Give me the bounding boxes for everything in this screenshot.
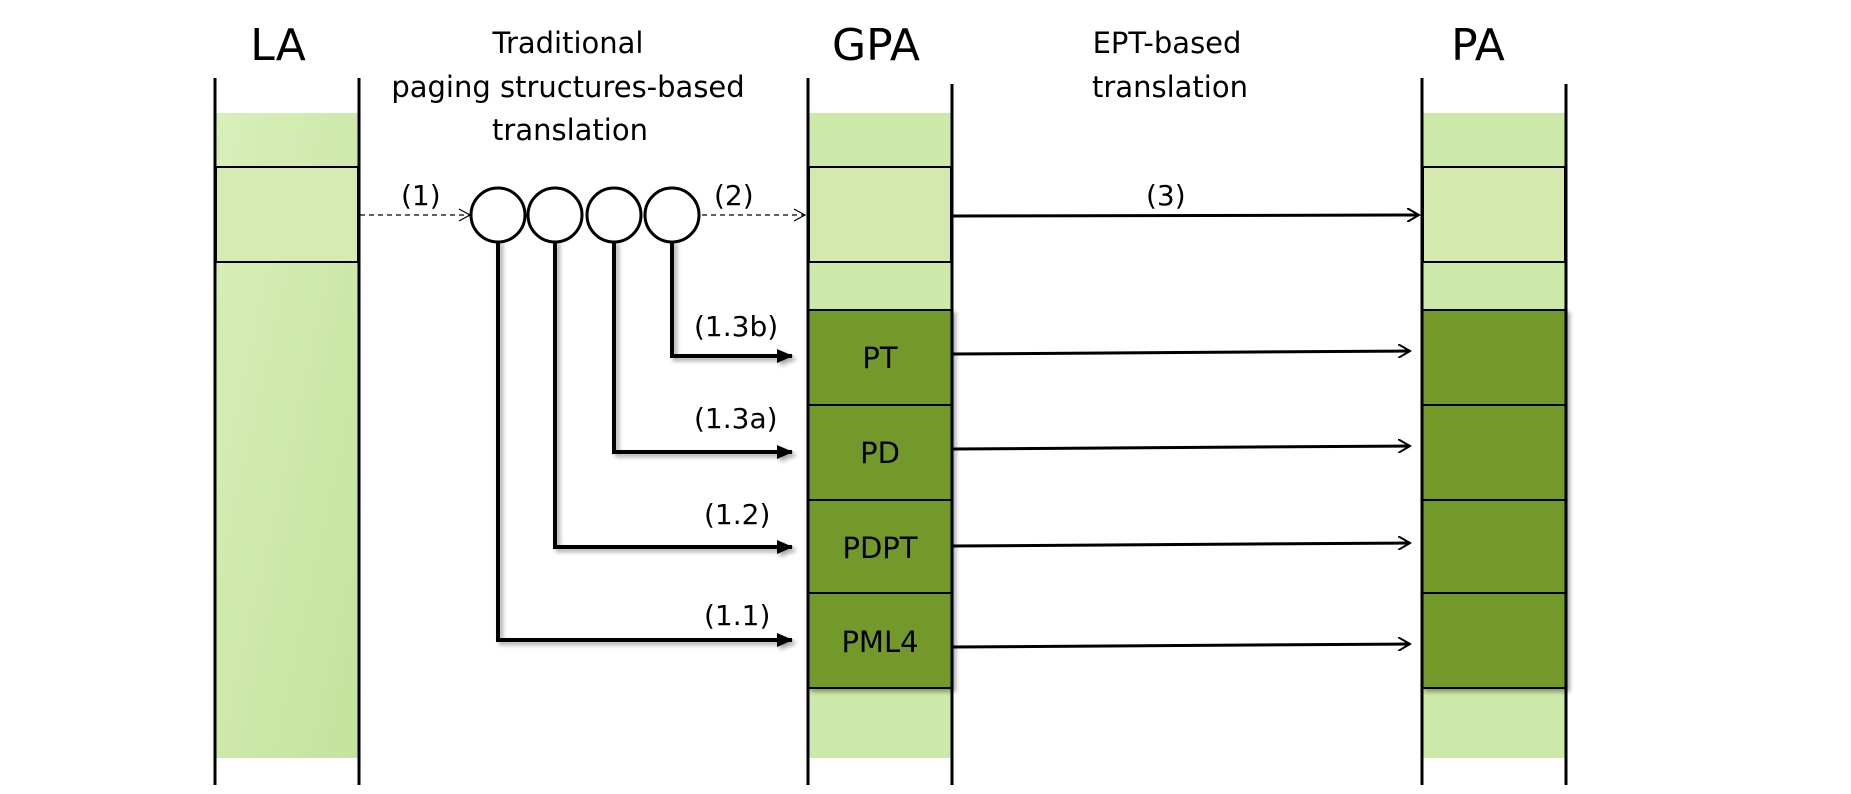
pa-pdpt-block — [1421, 499, 1567, 594]
ept-arrow-3 — [952, 215, 1419, 216]
pa-pml4-block — [1421, 592, 1567, 689]
lookup-circle-2 — [526, 186, 584, 244]
walk-line-pd — [612, 240, 793, 459]
ept-heading-line-1: EPT-based — [1093, 26, 1242, 60]
traditional-heading-line-3: translation — [492, 113, 648, 147]
pd-label: PD — [860, 436, 900, 470]
la-selected-page — [215, 166, 359, 263]
page-walk-connectors — [496, 240, 793, 647]
label-step-1-2: (1.2) — [704, 498, 770, 531]
label-step-1-3a: (1.3a) — [694, 402, 778, 435]
pa-pt-block — [1421, 309, 1567, 406]
ept-arrow-pdpt — [952, 543, 1410, 546]
walk-line-pdpt — [553, 240, 793, 554]
pa-selected-page — [1422, 166, 1566, 263]
ept-arrow-pd — [952, 446, 1410, 449]
paging-lookup-circles — [469, 186, 701, 244]
lookup-circle-3 — [585, 186, 643, 244]
ept-arrow-pt — [952, 351, 1410, 354]
la-title: LA — [250, 20, 306, 71]
lookup-circle-1 — [469, 186, 527, 244]
pml4-label: PML4 — [841, 625, 918, 659]
gpa-selected-page — [808, 166, 952, 263]
pa-title: PA — [1451, 20, 1505, 71]
pa-pd-block — [1421, 404, 1567, 501]
label-step-2: (2) — [714, 179, 754, 212]
label-step-1: (1) — [401, 179, 441, 212]
walk-line-pt — [670, 240, 793, 363]
la-column — [213, 78, 361, 785]
label-step-1-3b: (1.3b) — [694, 310, 778, 343]
pt-label: PT — [862, 341, 897, 375]
pa-column — [1420, 78, 1568, 785]
walk-line-pml4 — [496, 240, 793, 647]
ept-translation-heading: EPT-based translation — [1092, 26, 1248, 104]
label-step-3: (3) — [1146, 179, 1186, 212]
lookup-circle-4 — [643, 186, 701, 244]
traditional-translation-heading: Traditional paging structures-based tran… — [391, 26, 744, 147]
ept-arrow-pml4 — [952, 644, 1410, 647]
gpa-title: GPA — [832, 20, 920, 71]
label-step-1-1: (1.1) — [704, 599, 770, 632]
ept-heading-line-2: translation — [1092, 70, 1248, 104]
traditional-heading-line-1: Traditional — [492, 26, 644, 60]
traditional-heading-line-2: paging structures-based — [391, 70, 744, 104]
pdpt-label: PDPT — [842, 531, 917, 565]
gpa-column: PT PD PDPT PML4 — [806, 78, 954, 785]
